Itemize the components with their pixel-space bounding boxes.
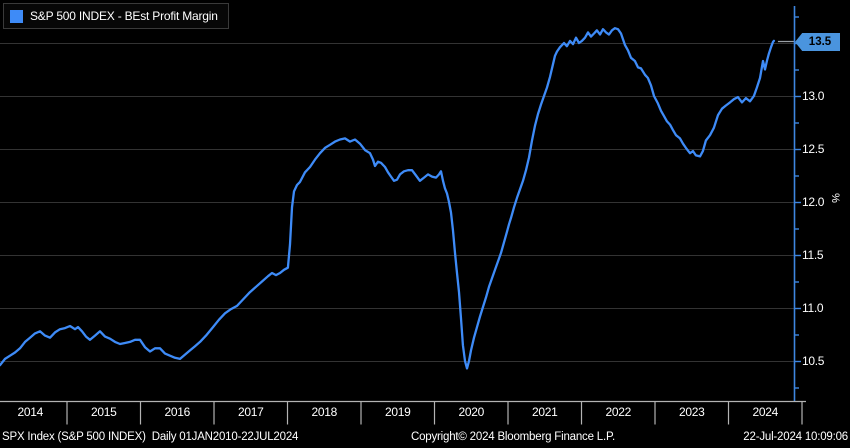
y-axis-label: 10.5 (802, 354, 825, 368)
last-value-tag: 13.5 (795, 33, 840, 51)
x-axis-year-label: 2019 (385, 405, 411, 419)
y-axis-unit-label: % (828, 193, 841, 203)
footer-bar: SPX Index (S&P 500 INDEX) Daily 01JAN201… (0, 429, 850, 448)
series-label: S&P 500 INDEX - BEst Profit Margin (30, 9, 218, 23)
x-axis-year-label: 2017 (238, 405, 264, 419)
x-axis-year-label: 2024 (752, 405, 779, 419)
x-axis-year-label: 2023 (679, 405, 705, 419)
series-swatch-icon (10, 9, 23, 23)
footer-timestamp: 22-Jul-2024 10:09:06 (743, 431, 848, 443)
y-axis-label: 12.0 (802, 195, 825, 209)
x-axis-year-label: 2018 (311, 405, 338, 419)
footer-copyright: Copyright© 2024 Bloomberg Finance L.P. (411, 431, 615, 443)
y-axis-label: 11.0 (802, 301, 824, 315)
y-axis-label: 11.5 (802, 248, 824, 262)
y-axis-label: 12.5 (802, 142, 825, 156)
y-axis-label: 13.0 (802, 89, 825, 103)
x-axis-year-label: 2022 (605, 405, 632, 419)
x-axis-year-label: 2016 (164, 405, 191, 419)
legend[interactable]: S&P 500 INDEX - BEst Profit Margin (3, 3, 229, 29)
x-axis-year-label: 2021 (532, 405, 558, 419)
x-axis-year-label: 2015 (91, 405, 117, 419)
last-value-text: 13.5 (808, 36, 832, 48)
series-line (0, 27, 776, 370)
x-axis-year-label: 2014 (17, 405, 44, 419)
x-axis-year-label: 2020 (458, 405, 485, 419)
footer-security-info: SPX Index (S&P 500 INDEX) Daily 01JAN201… (2, 431, 299, 443)
